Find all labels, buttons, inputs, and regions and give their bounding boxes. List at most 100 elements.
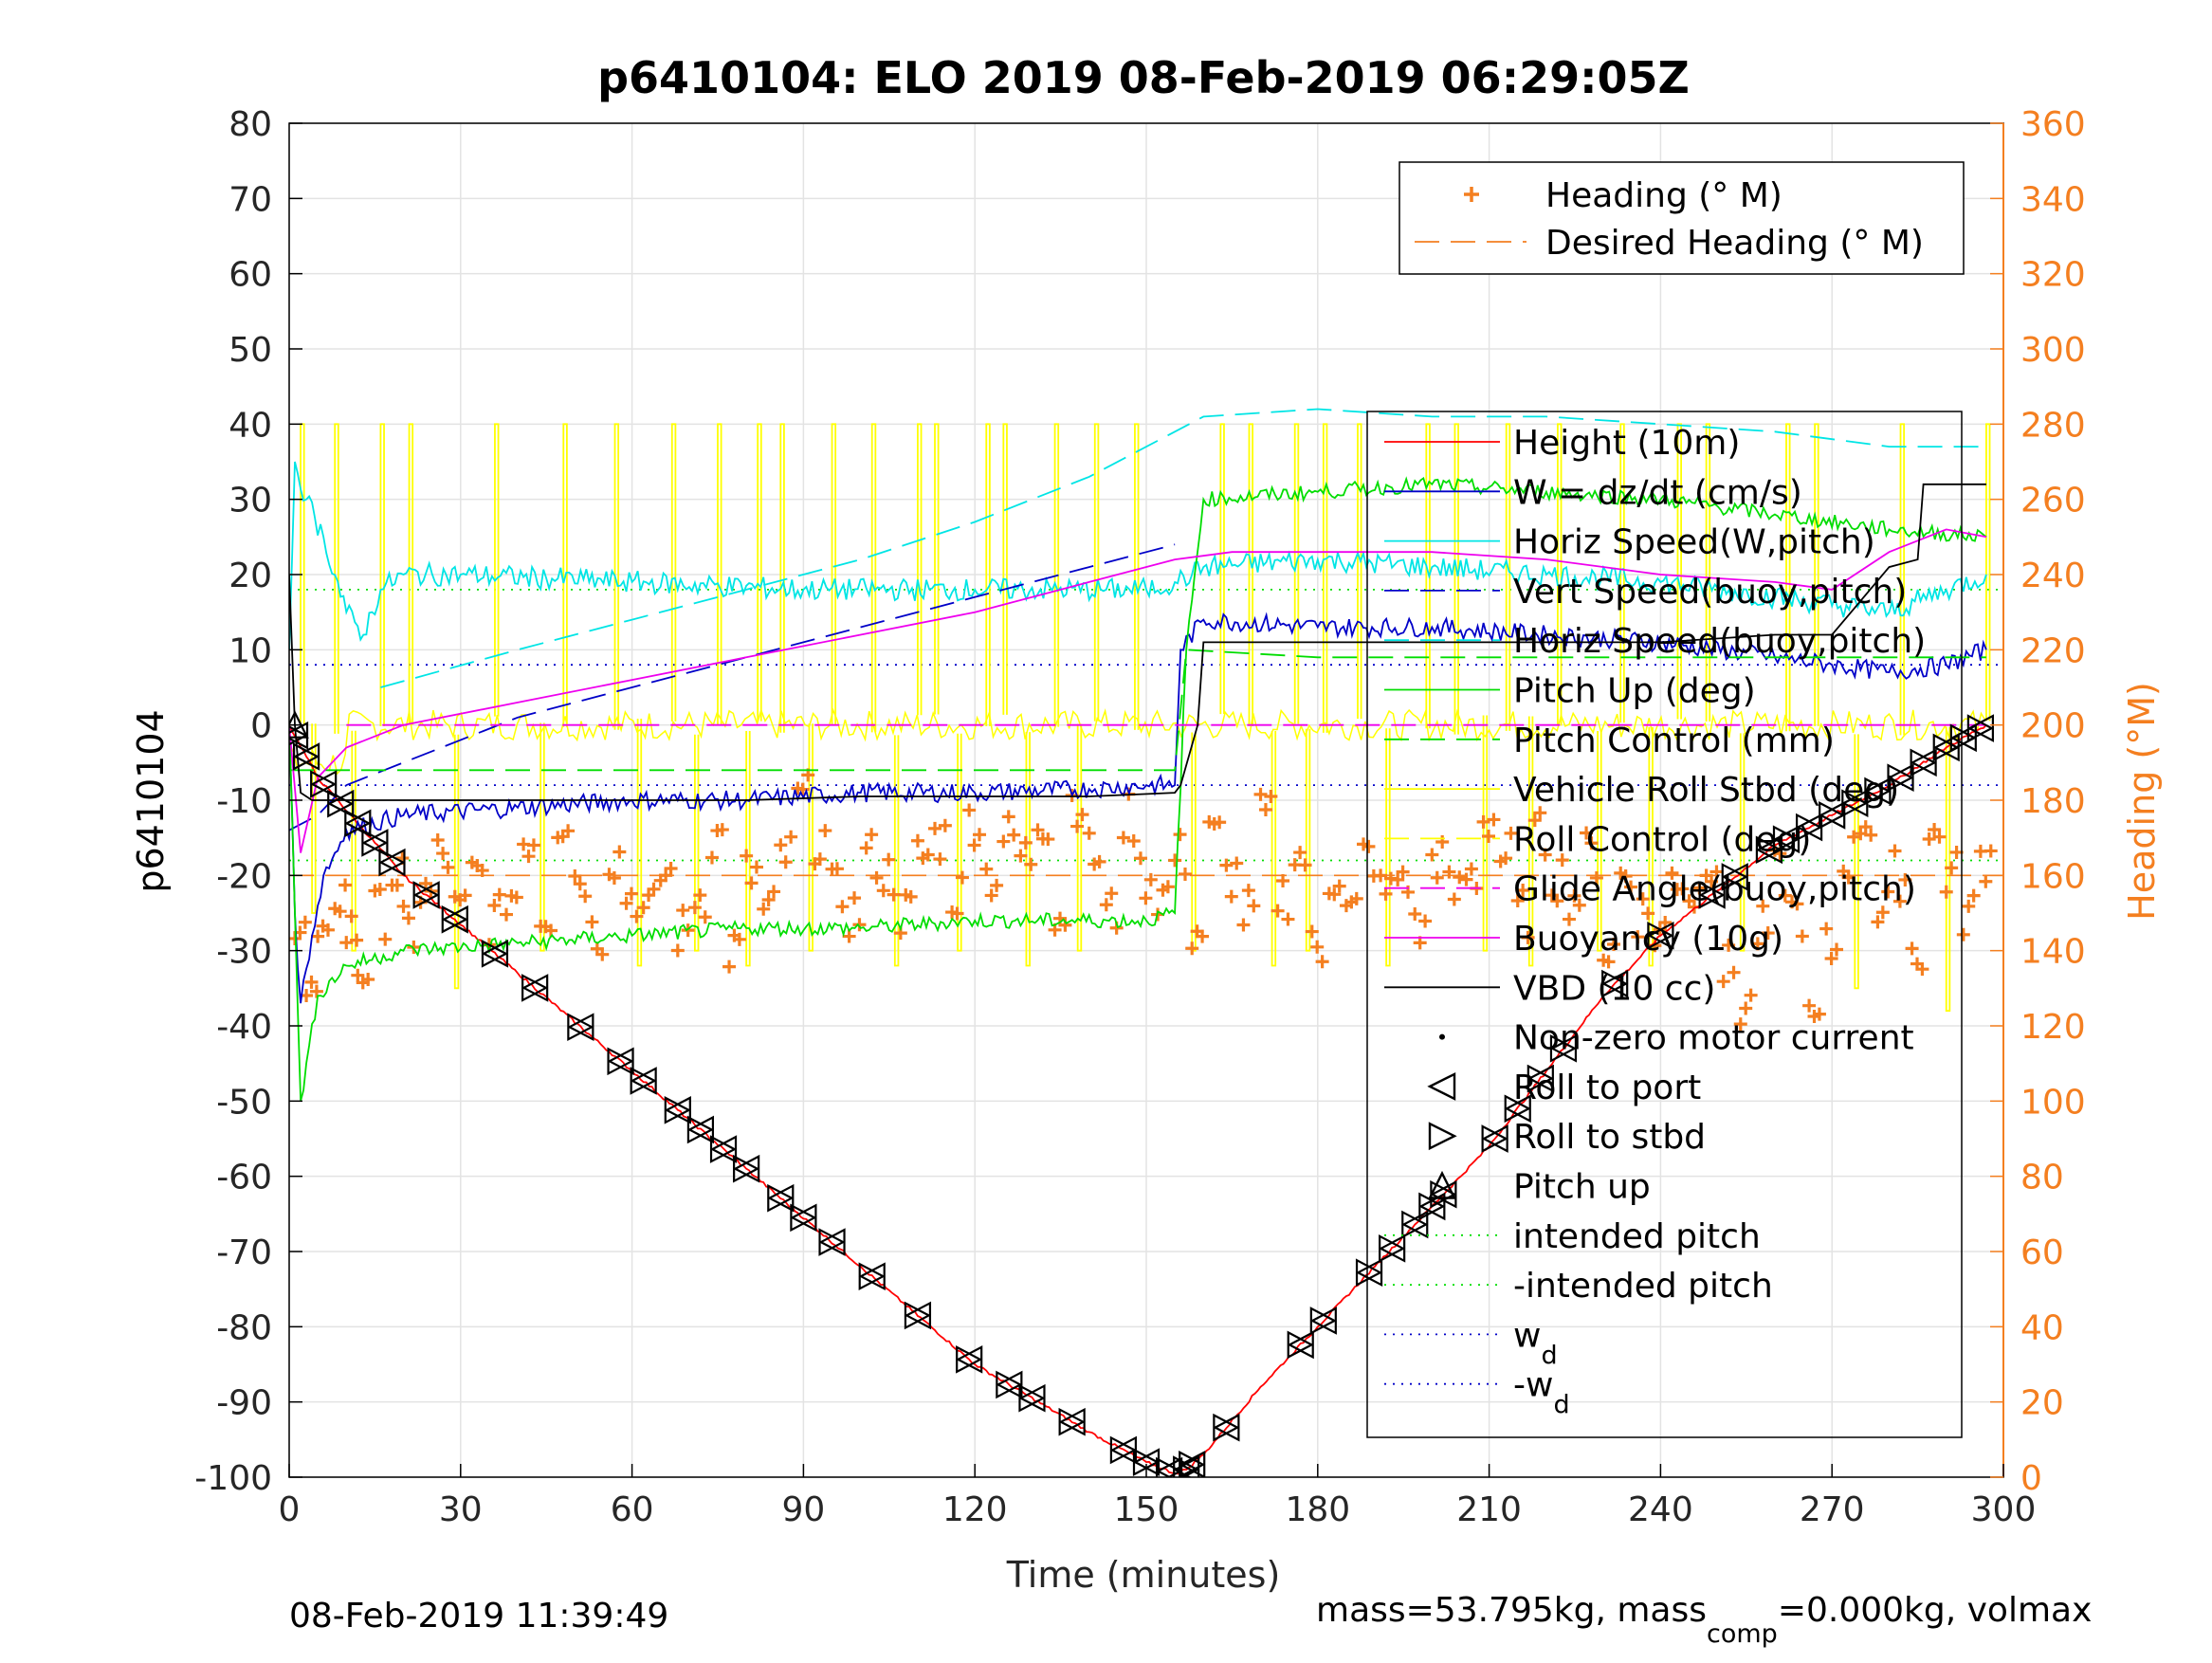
- heading-marker: [1922, 832, 1936, 846]
- y-right-tick-label: 60: [2020, 1234, 2064, 1272]
- roll-spike: [808, 723, 814, 952]
- roll-spike: [831, 423, 837, 725]
- heading-marker: [1631, 930, 1645, 944]
- heading-marker: [578, 889, 593, 904]
- heading-marker: [1213, 815, 1227, 830]
- heading-marker: [636, 901, 650, 915]
- roll-spike: [1705, 423, 1711, 722]
- roll-spike: [636, 718, 643, 967]
- heading-marker: [1898, 872, 1912, 886]
- y-tick-label: 50: [229, 331, 272, 370]
- roll-port-marker: [664, 1096, 691, 1124]
- roll-spike: [1293, 423, 1300, 724]
- roll-spike: [693, 734, 700, 952]
- heading-marker: [1555, 853, 1569, 868]
- roll-port-marker: [790, 1203, 817, 1233]
- heading-marker: [698, 910, 712, 924]
- heading-marker: [1521, 930, 1535, 944]
- legend-label: Pitch Up (deg): [1513, 672, 1756, 711]
- y-tick-label: 60: [229, 256, 272, 295]
- heading-marker: [1983, 844, 1998, 858]
- heading-marker: [1705, 874, 1719, 888]
- legend-top-label: Heading (° M): [1545, 176, 1782, 215]
- legend-label: Pitch Control (mm): [1513, 722, 1835, 760]
- roll-spike: [1248, 423, 1253, 726]
- heading-marker: [1430, 870, 1444, 885]
- heading-marker: [1905, 941, 1919, 956]
- heading-marker: [1744, 988, 1758, 1002]
- heading-marker: [693, 888, 707, 903]
- roll-port-marker: [1287, 1330, 1314, 1360]
- roll-spike: [917, 423, 923, 716]
- legend-label: W = dz/dt (cm/s): [1513, 473, 1802, 512]
- roll-spike: [1854, 734, 1859, 990]
- roll-port-marker: [1755, 835, 1783, 865]
- heading-marker: [1293, 846, 1307, 860]
- heading-marker: [818, 824, 832, 838]
- y-right-tick-label: 180: [2020, 782, 2086, 821]
- heading-marker: [1618, 869, 1633, 884]
- y-right-tick-label: 260: [2020, 482, 2086, 521]
- heading-marker: [333, 905, 347, 919]
- heading-marker: [1447, 892, 1461, 906]
- heading-marker: [1675, 882, 1690, 896]
- roll-port-marker: [767, 1183, 795, 1213]
- legend-top-swatch: [1464, 187, 1479, 202]
- heading-marker: [1327, 887, 1342, 902]
- heading-marker: [830, 862, 844, 876]
- legend-label: Vert Speed(buoy,pitch): [1513, 573, 1907, 612]
- heading-marker: [1315, 955, 1329, 969]
- x-tick-label: 30: [439, 1490, 483, 1529]
- heading-marker: [1739, 1001, 1753, 1015]
- roll-spike: [1002, 423, 1008, 715]
- heading-marker: [1024, 857, 1038, 871]
- heading-marker: [1624, 880, 1638, 894]
- legend-label: -intended pitch: [1513, 1267, 1773, 1306]
- roll-port-marker: [1601, 969, 1629, 998]
- roll-spike: [757, 423, 762, 722]
- roll-spike: [1093, 423, 1100, 722]
- roll-port-marker: [412, 881, 440, 909]
- roll-spike: [539, 722, 545, 952]
- heading-marker: [1435, 835, 1450, 850]
- roll-port-marker: [1309, 1307, 1337, 1335]
- heading-marker: [1722, 938, 1736, 952]
- roll-port-marker: [1481, 1124, 1508, 1153]
- heading-marker: [1459, 872, 1473, 886]
- heading-marker: [910, 833, 924, 848]
- heading-marker: [852, 918, 867, 932]
- legend-label-sub: d: [1553, 1391, 1569, 1420]
- roll-port-marker: [1418, 1192, 1446, 1221]
- roll-spike: [334, 423, 339, 734]
- heading-marker: [740, 849, 754, 863]
- heading-marker: [1527, 813, 1542, 828]
- heading-marker: [304, 975, 319, 989]
- heading-marker: [1476, 814, 1490, 829]
- legend-swatch: [1428, 1170, 1456, 1199]
- y-right-tick-label: 120: [2020, 1008, 2086, 1047]
- heading-marker: [1945, 861, 1959, 875]
- heading-marker: [1550, 894, 1564, 908]
- heading-marker: [1601, 955, 1616, 969]
- roll-stbd-marker: [709, 1135, 738, 1163]
- legend-label: Buoyancy (10g): [1513, 920, 1783, 959]
- roll-spike: [1739, 733, 1746, 952]
- roll-port-marker: [521, 974, 549, 1002]
- roll-spike: [1814, 423, 1819, 726]
- roll-spike: [379, 423, 385, 727]
- roll-port-marker: [1932, 733, 1960, 762]
- roll-port-marker: [686, 1115, 715, 1144]
- heading-marker: [962, 803, 977, 817]
- roll-spike: [1219, 423, 1225, 715]
- y-axis-label-right: Heading (°M): [2121, 682, 2163, 921]
- roll-spike: [453, 734, 460, 990]
- roll-spike: [745, 730, 751, 967]
- roll-spike: [351, 730, 356, 952]
- heading-marker: [704, 850, 719, 865]
- heading-marker: [670, 943, 685, 958]
- heading-marker: [1504, 826, 1518, 840]
- heading-marker: [774, 838, 788, 852]
- roll-spike: [893, 735, 900, 967]
- legend-swatch: [1439, 1033, 1445, 1040]
